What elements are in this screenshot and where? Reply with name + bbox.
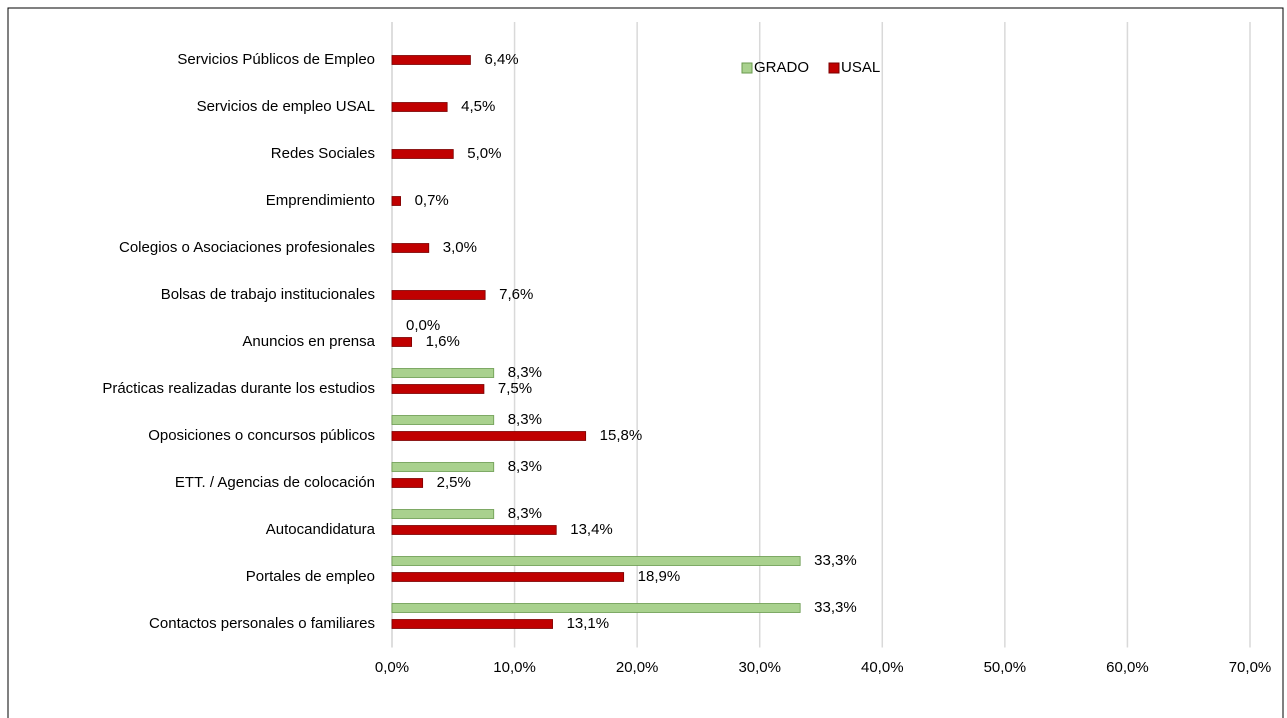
x-tick-label: 0,0% — [375, 659, 409, 676]
data-label: 3,0% — [443, 239, 477, 256]
data-label: 33,3% — [814, 552, 857, 569]
x-tick-label: 20,0% — [616, 659, 659, 676]
chart-frame — [7, 7, 1284, 718]
data-label: 33,3% — [814, 599, 857, 616]
y-tick-label: Colegios o Asociaciones profesionales — [119, 239, 375, 256]
bar — [391, 384, 485, 394]
y-tick-label: Portales de empleo — [246, 568, 375, 585]
x-tick-label: 10,0% — [493, 659, 536, 676]
data-label: 6,4% — [484, 51, 518, 68]
bar — [391, 243, 430, 253]
y-tick-label: Emprendimiento — [266, 192, 375, 209]
y-tick-label: Contactos personales o familiares — [149, 615, 375, 632]
bar — [391, 368, 495, 378]
data-label: 7,5% — [498, 380, 532, 397]
bar — [391, 55, 471, 65]
data-label: 8,3% — [508, 364, 542, 381]
bar — [391, 149, 454, 159]
bar — [391, 415, 495, 425]
x-tick-label: 40,0% — [861, 659, 904, 676]
bar — [391, 525, 557, 535]
y-tick-label: Prácticas realizadas durante los estudio… — [102, 380, 375, 397]
y-tick-label: Bolsas de trabajo institucionales — [161, 286, 375, 303]
data-label: 5,0% — [467, 145, 501, 162]
bar — [391, 603, 801, 613]
data-label: 1,6% — [426, 333, 460, 350]
data-label: 2,5% — [437, 474, 471, 491]
data-label: 8,3% — [508, 505, 542, 522]
legend-label: USAL — [841, 59, 880, 76]
y-tick-label: Servicios de empleo USAL — [197, 98, 375, 115]
y-tick-label: ETT. / Agencias de colocación — [175, 474, 375, 491]
bar — [391, 337, 413, 347]
x-tick-label: 70,0% — [1229, 659, 1272, 676]
data-label: 0,0% — [406, 317, 440, 334]
bar — [391, 431, 587, 441]
bar — [391, 462, 495, 472]
data-label: 4,5% — [461, 98, 495, 115]
x-tick-label: 60,0% — [1106, 659, 1149, 676]
y-tick-label: Anuncios en prensa — [242, 333, 375, 350]
y-tick-label: Redes Sociales — [271, 145, 375, 162]
y-tick-label: Servicios Públicos de Empleo — [177, 51, 375, 68]
data-label: 7,6% — [499, 286, 533, 303]
bar — [391, 290, 486, 300]
data-label: 8,3% — [508, 458, 542, 475]
data-label: 13,4% — [570, 521, 613, 538]
bar — [391, 556, 801, 566]
legend-label: GRADO — [754, 59, 809, 76]
bar — [391, 619, 553, 629]
data-label: 18,9% — [638, 568, 681, 585]
data-label: 13,1% — [567, 615, 610, 632]
bar — [391, 102, 448, 112]
legend-swatch — [828, 62, 840, 74]
data-label: 8,3% — [508, 411, 542, 428]
legend-swatch — [741, 62, 753, 74]
bar — [391, 196, 401, 206]
data-label: 0,7% — [415, 192, 449, 209]
y-tick-label: Autocandidatura — [266, 521, 376, 538]
bar — [391, 478, 424, 488]
bar — [391, 572, 625, 582]
y-tick-label: Oposiciones o concursos públicos — [148, 427, 375, 444]
bar — [391, 509, 495, 519]
x-tick-label: 30,0% — [738, 659, 781, 676]
x-tick-label: 50,0% — [984, 659, 1027, 676]
data-label: 15,8% — [600, 427, 643, 444]
